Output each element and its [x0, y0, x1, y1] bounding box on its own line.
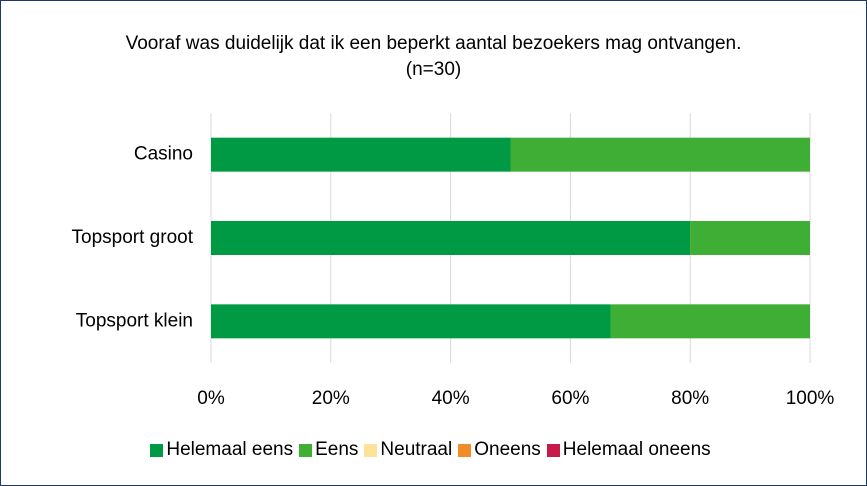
legend-label: Helemaal oneens — [562, 439, 711, 460]
y-tick-label: Casino — [134, 144, 193, 165]
x-tick-label: 80% — [671, 388, 709, 409]
bar-segment — [610, 304, 810, 339]
legend-label: Neutraal — [380, 439, 453, 460]
bar-segment — [510, 137, 810, 172]
legend-label: Eens — [315, 439, 359, 460]
x-tick-label: 60% — [551, 388, 589, 409]
bar-segment — [211, 221, 691, 255]
legend-item: Neutraal — [364, 439, 452, 461]
legend-swatch — [546, 443, 560, 457]
chart-title: Vooraf was duidelijk dat ik een beperkt … — [125, 33, 742, 80]
legend-label: Helemaal eens — [166, 439, 294, 460]
legend-item: Helemaal oneens — [546, 439, 711, 461]
legend-item: Helemaal eens — [150, 439, 293, 461]
bar-segment — [690, 221, 810, 255]
x-tick-label: 20% — [312, 388, 350, 409]
legend-swatch — [299, 443, 313, 457]
y-tick-label: Topsport groot — [72, 227, 194, 248]
x-tick-label: 40% — [432, 388, 470, 409]
legend-swatch — [150, 443, 164, 457]
legend-item: Oneens — [458, 439, 541, 461]
legend-label: Oneens — [474, 439, 541, 460]
x-tick-label: 0% — [197, 388, 225, 409]
legend-item: Eens — [299, 439, 358, 461]
x-tick-label: 100% — [786, 388, 835, 409]
y-tick-label: Topsport klein — [76, 310, 193, 331]
legend: Helemaal eens Eens Neutraal Oneens Helemaal … — [1, 439, 866, 461]
legend-swatch — [458, 443, 472, 457]
bar-segment — [211, 137, 511, 172]
bar-segment — [211, 304, 611, 339]
legend-swatch — [364, 443, 378, 457]
